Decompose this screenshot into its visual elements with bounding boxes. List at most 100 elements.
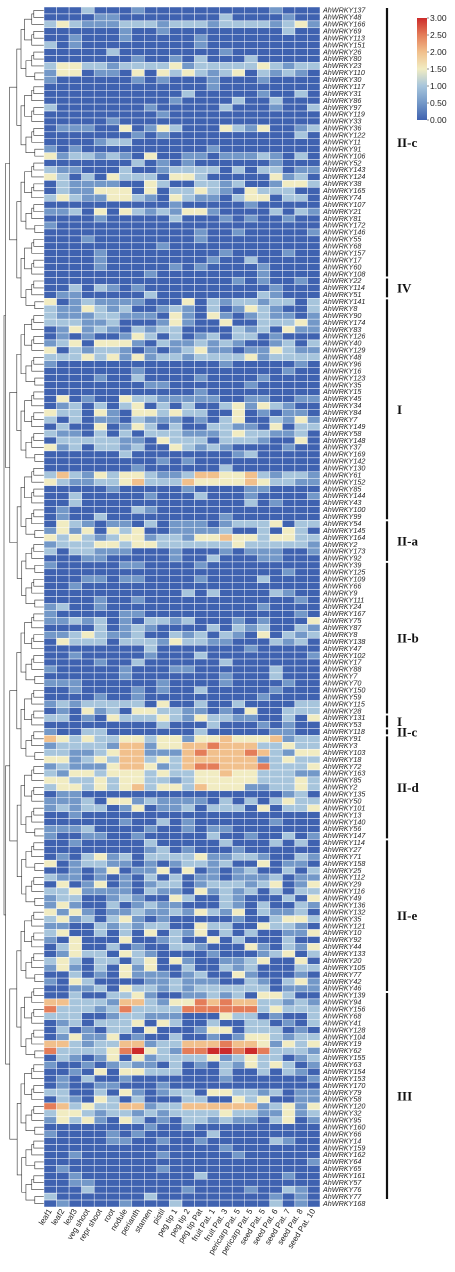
heatmap-cell: [307, 783, 321, 792]
heatmap-cell: [56, 1151, 70, 1159]
dendrogram-branch: [24, 247, 32, 270]
heatmap-cell: [307, 34, 321, 42]
heatmap-cell: [194, 693, 208, 701]
heatmap-cell: [144, 124, 158, 133]
row-label: AhWRKY168: [322, 1199, 365, 1208]
heatmap-cell: [282, 748, 296, 757]
heatmap-cell: [144, 1144, 158, 1152]
heatmap-cell: [194, 943, 208, 951]
heatmap-cell: [68, 901, 82, 909]
row-label: AhWRKY20: [322, 956, 361, 965]
heatmap-cell: [219, 693, 233, 701]
heatmap-cell: [257, 679, 271, 687]
dendrogram-branch: [33, 1085, 44, 1093]
heatmap-cell: [244, 180, 258, 188]
heatmap-cell: [56, 360, 70, 368]
heatmap-cell: [93, 1047, 107, 1055]
row-label: AhWRKY2: [322, 540, 357, 549]
heatmap-cell: [56, 610, 70, 618]
heatmap-cell: [131, 1040, 145, 1048]
heatmap-cell: [56, 249, 70, 257]
heatmap-cell: [106, 485, 120, 493]
heatmap-cell: [294, 83, 308, 91]
heatmap-cell: [169, 409, 183, 417]
heatmap-cell: [307, 263, 321, 271]
heatmap-cell: [181, 582, 195, 590]
heatmap-cell: [231, 478, 245, 486]
heatmap-cell: [106, 1081, 120, 1090]
heatmap-cell: [93, 1081, 107, 1090]
heatmap-cell: [294, 207, 308, 216]
heatmap-cell: [181, 1040, 195, 1048]
heatmap-cell: [131, 485, 145, 493]
heatmap-cell: [231, 762, 245, 771]
heatmap-cell: [131, 110, 145, 119]
heatmap-cell: [43, 1109, 57, 1118]
heatmap-cell: [106, 513, 120, 521]
heatmap-cell: [231, 464, 245, 472]
heatmap-cell: [219, 832, 233, 840]
heatmap-cell: [144, 200, 158, 209]
heatmap-cell: [194, 1068, 208, 1076]
heatmap-cell: [257, 194, 271, 202]
dendrogram-branch: [20, 1007, 26, 1047]
heatmap-cell: [257, 395, 271, 403]
heatmap-cell: [194, 637, 208, 646]
heatmap-cell: [307, 20, 321, 29]
heatmap-cell: [294, 41, 308, 49]
heatmap-cell: [131, 374, 145, 382]
heatmap-cell: [219, 825, 233, 833]
heatmap-cell: [93, 964, 107, 972]
heatmap-cell: [206, 339, 220, 348]
heatmap-cell: [169, 55, 183, 63]
heatmap-cell: [219, 811, 233, 819]
heatmap-cell: [282, 1088, 296, 1097]
heatmap-cell: [131, 1026, 145, 1034]
heatmap-cell: [119, 159, 133, 167]
heatmap-cell: [244, 998, 258, 1007]
heatmap-cell: [169, 325, 183, 334]
heatmap-cell: [181, 499, 195, 507]
heatmap-cell: [244, 1012, 258, 1020]
heatmap-cell: [119, 665, 133, 674]
heatmap-cell: [307, 1040, 321, 1048]
heatmap-cell: [43, 589, 57, 597]
heatmap-cell: [106, 1088, 120, 1097]
heatmap-cell: [156, 180, 170, 188]
heatmap-cell: [307, 1095, 321, 1104]
heatmap-cell: [119, 249, 133, 257]
heatmap-cell: [169, 249, 183, 257]
heatmap-cell: [244, 991, 258, 1000]
heatmap-cell: [169, 631, 183, 639]
heatmap-cell: [307, 790, 321, 798]
row-label: AhWRKY14: [322, 1136, 361, 1145]
heatmap-cell: [282, 520, 296, 528]
heatmap-cell: [144, 1151, 158, 1159]
heatmap-cell: [194, 166, 208, 174]
group-label: II-e: [397, 908, 417, 923]
heatmap-cell: [294, 589, 308, 597]
heatmap-cell: [68, 707, 82, 715]
row-label: AhWRKY2: [322, 783, 357, 792]
heatmap-cell: [231, 617, 245, 625]
heatmap-cell: [269, 991, 283, 1000]
heatmap-cell: [257, 686, 271, 694]
heatmap-cell: [68, 1185, 82, 1194]
dendrogram-branch: [31, 284, 44, 296]
heatmap-cell: [131, 1158, 145, 1166]
heatmap-cell: [181, 554, 195, 563]
heatmap-cell: [244, 159, 258, 167]
heatmap-cell: [119, 1088, 133, 1097]
heatmap-cell: [244, 221, 258, 230]
heatmap-cell: [194, 180, 208, 188]
heatmap-cell: [244, 790, 258, 798]
heatmap-cell: [244, 839, 258, 847]
heatmap-cell: [131, 305, 145, 313]
heatmap-cell: [181, 894, 195, 903]
row-label: AhWRKY133: [322, 949, 365, 958]
heatmap-cell: [181, 1005, 195, 1014]
heatmap-cell: [206, 117, 220, 126]
heatmap-cell: [294, 596, 308, 604]
heatmap-cell: [194, 575, 208, 583]
heatmap-cell: [294, 686, 308, 694]
